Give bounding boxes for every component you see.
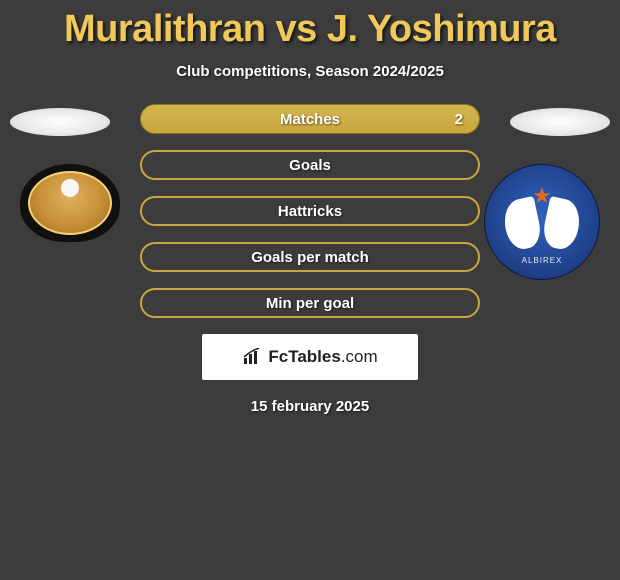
star-icon: ★ [532,183,552,209]
stat-value-right: 2 [455,111,463,128]
brand-text: FcTables.com [268,347,377,367]
team-badge-right-label: ALBIREX [522,256,563,265]
stat-row-matches: Matches 2 [140,104,480,134]
stat-label: Hattricks [278,203,342,220]
ellipse-right [510,108,610,136]
stat-row-min-per-goal: Min per goal [140,288,480,318]
stats-list: Matches 2 Goals Hattricks Goals per matc… [140,104,480,318]
stat-label: Min per goal [266,295,354,312]
stat-label: Matches [280,111,340,128]
team-badge-right: ★ ALBIREX [484,164,600,280]
subtitle: Club competitions, Season 2024/2025 [0,63,620,80]
stat-row-goals: Goals [140,150,480,180]
stat-label: Goals per match [251,249,369,266]
ellipse-left [10,108,110,136]
comparison-content: ★ ALBIREX Matches 2 Goals Hattricks Goal… [0,104,620,415]
stat-row-goals-per-match: Goals per match [140,242,480,272]
bar-chart-icon [242,348,264,366]
stat-label: Goals [289,157,331,174]
brand-text-bold: FcTables [268,347,340,366]
page-title: Muralithran vs J. Yoshimura [0,0,620,51]
brand-text-light: .com [341,347,378,366]
team-badge-left [20,164,120,242]
footer-date: 15 february 2025 [0,398,620,415]
stat-row-hattricks: Hattricks [140,196,480,226]
team-badge-left-inner [28,171,112,235]
brand-box: FcTables.com [202,334,418,380]
